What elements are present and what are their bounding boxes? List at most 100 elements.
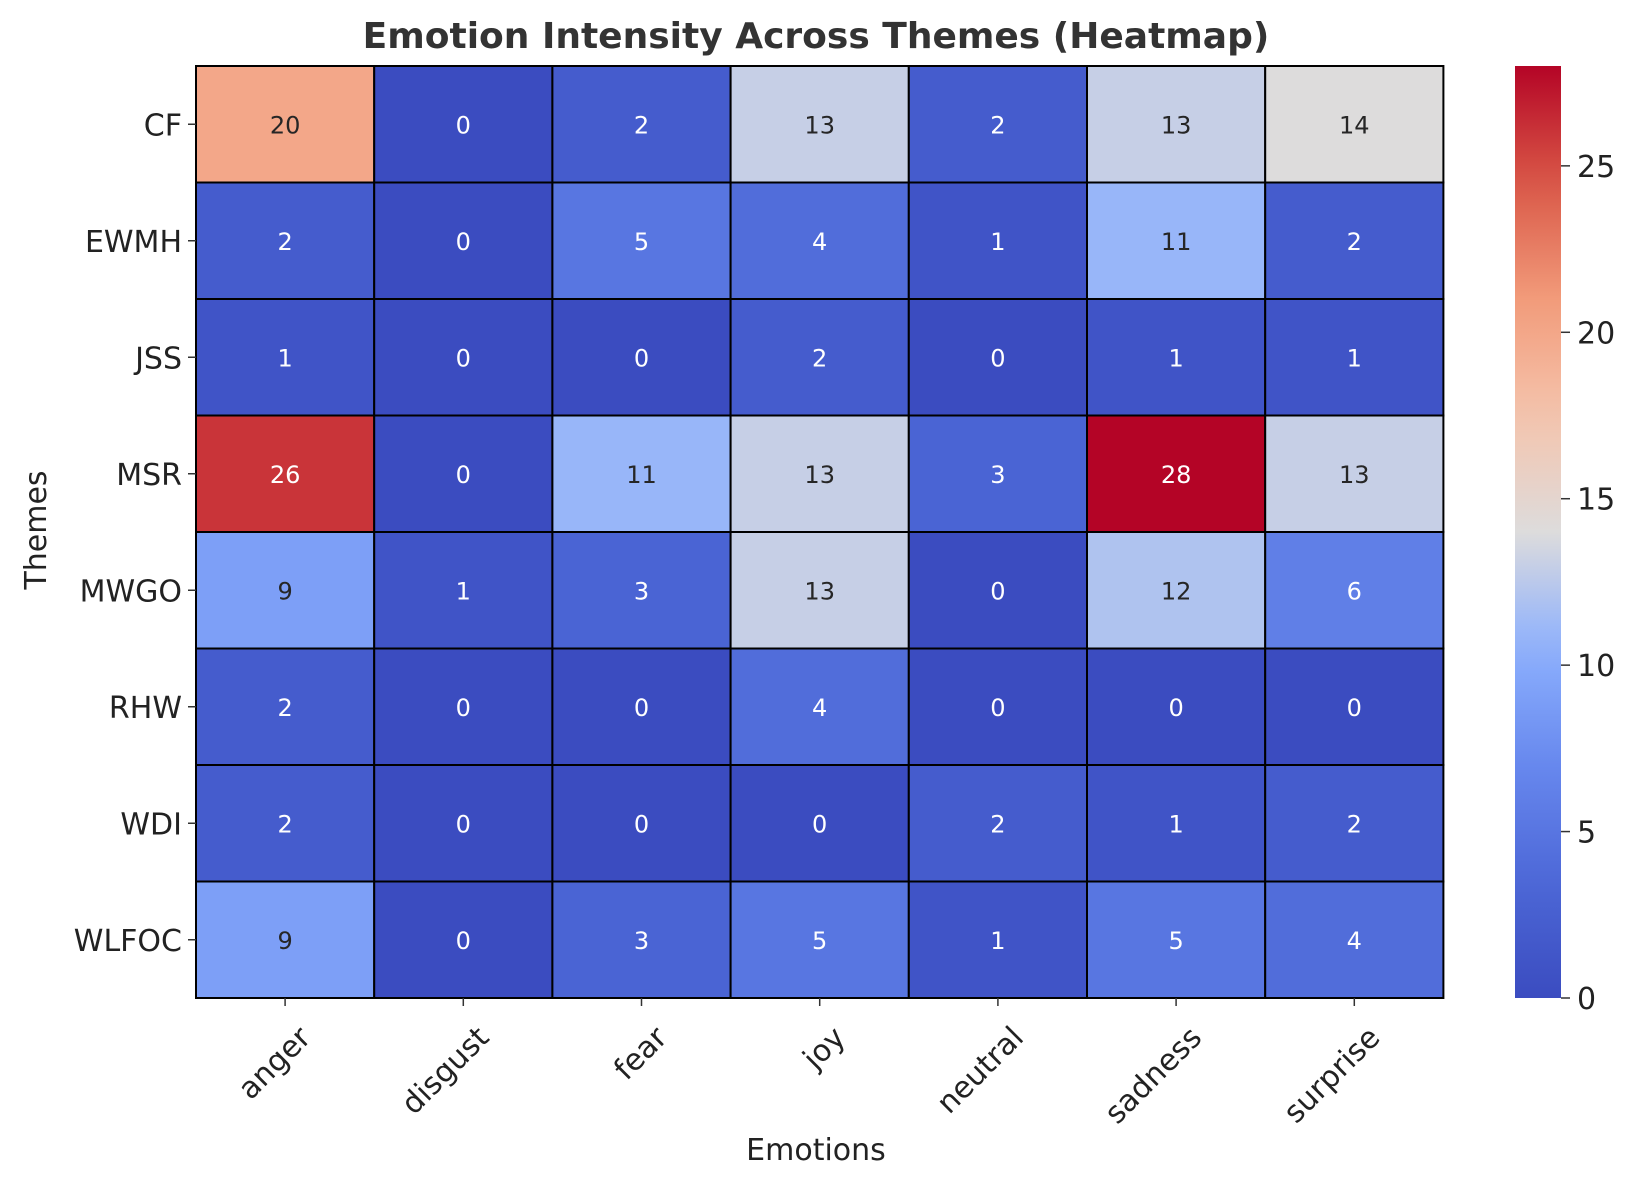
colorbar-tick-label: 0 bbox=[1577, 982, 1596, 1017]
heatmap-cell bbox=[195, 414, 376, 533]
cell-value-label: 3 bbox=[990, 461, 1005, 489]
heatmap-cell bbox=[551, 531, 732, 650]
heatmap-cell bbox=[373, 181, 554, 300]
colorbar-tick-label: 20 bbox=[1577, 316, 1615, 351]
heatmap-cell bbox=[551, 647, 732, 766]
cell-value-label: 13 bbox=[1339, 461, 1370, 489]
y-tick-label: JSS bbox=[133, 341, 182, 376]
heatmap-cell bbox=[729, 414, 910, 533]
heatmap-cell bbox=[1264, 181, 1445, 300]
cell-value-label: 0 bbox=[456, 927, 471, 955]
cell-value-label: 0 bbox=[990, 344, 1005, 372]
y-tick-label: MSR bbox=[116, 458, 182, 493]
colorbar-tick-label: 5 bbox=[1577, 816, 1596, 851]
cell-value-label: 1 bbox=[456, 577, 471, 605]
y-axis-ticks: CF EWMH JSS MSR MWGO RHW WDI WLFOC bbox=[74, 108, 196, 959]
heatmap-cell bbox=[373, 880, 554, 999]
cell-value-label: 4 bbox=[1347, 927, 1362, 955]
colorbar-gradient bbox=[1515, 66, 1561, 998]
heatmap-cell bbox=[1264, 414, 1445, 533]
heatmap-cell bbox=[729, 647, 910, 766]
y-tick-label: WLFOC bbox=[74, 924, 182, 959]
cell-value-label: 5 bbox=[634, 228, 649, 256]
heatmap-cell bbox=[551, 764, 732, 883]
heatmap-cell bbox=[373, 764, 554, 883]
cell-value-label: 2 bbox=[812, 344, 827, 372]
cell-value-label: 1 bbox=[990, 228, 1005, 256]
heatmap-cell bbox=[729, 764, 910, 883]
cell-value-label: 0 bbox=[456, 810, 471, 838]
heatmap-cell bbox=[195, 65, 376, 184]
heatmap-cell bbox=[907, 181, 1088, 300]
cell-value-label: 4 bbox=[812, 228, 827, 256]
cell-value-label: 3 bbox=[634, 577, 649, 605]
cell-value-label: 0 bbox=[634, 694, 649, 722]
heatmap-cell bbox=[195, 531, 376, 650]
cell-value-label: 0 bbox=[634, 810, 649, 838]
heatmap-cell bbox=[551, 414, 732, 533]
cell-value-label: 0 bbox=[990, 694, 1005, 722]
cell-value-label: 13 bbox=[804, 577, 835, 605]
heatmap-cell bbox=[551, 880, 732, 999]
heatmap-cell bbox=[729, 298, 910, 417]
cell-value-label: 0 bbox=[1347, 694, 1362, 722]
cell-value-label: 0 bbox=[990, 577, 1005, 605]
cell-value-label: 2 bbox=[1347, 228, 1362, 256]
colorbar: 0 5 10 15 20 25 bbox=[1515, 66, 1615, 1017]
colorbar-tick-label: 25 bbox=[1577, 150, 1615, 185]
heatmap-cell bbox=[1086, 298, 1267, 417]
heatmap-cell bbox=[1086, 181, 1267, 300]
cell-value-label: 14 bbox=[1339, 111, 1370, 139]
heatmap-cell bbox=[907, 414, 1088, 533]
cell-value-label: 0 bbox=[456, 228, 471, 256]
cell-value-label: 2 bbox=[990, 810, 1005, 838]
heatmap-cells: 20 0 2 13 2 13 142 0 5 4 1 11 21 0 0 2 0 1 126 0 11 13 3 28 139 1… bbox=[195, 65, 1445, 999]
cell-value-label: 3 bbox=[634, 927, 649, 955]
heatmap-cell bbox=[195, 298, 376, 417]
heatmap-cell bbox=[551, 298, 732, 417]
colorbar-tick-label: 15 bbox=[1577, 483, 1615, 518]
heatmap-cell bbox=[195, 764, 376, 883]
cell-value-label: 9 bbox=[277, 927, 292, 955]
cell-value-label: 11 bbox=[626, 461, 657, 489]
heatmap-cell bbox=[373, 298, 554, 417]
cell-value-label: 2 bbox=[277, 228, 292, 256]
cell-value-label: 28 bbox=[1161, 461, 1192, 489]
y-tick-label: RHW bbox=[109, 691, 182, 726]
cell-value-label: 1 bbox=[1168, 344, 1183, 372]
heatmap-cell bbox=[1086, 647, 1267, 766]
cell-value-label: 5 bbox=[812, 927, 827, 955]
cell-value-label: 0 bbox=[456, 344, 471, 372]
cell-value-label: 1 bbox=[277, 344, 292, 372]
heatmap-cell bbox=[551, 65, 732, 184]
heatmap-cell bbox=[907, 764, 1088, 883]
heatmap-cell bbox=[907, 880, 1088, 999]
cell-value-label: 5 bbox=[1168, 927, 1183, 955]
y-tick-label: CF bbox=[144, 108, 182, 143]
cell-value-label: 9 bbox=[277, 577, 292, 605]
y-tick-label: MWGO bbox=[80, 574, 182, 609]
cell-value-label: 6 bbox=[1347, 577, 1362, 605]
heatmap-cell bbox=[373, 65, 554, 184]
cell-value-label: 26 bbox=[270, 461, 301, 489]
cell-value-label: 1 bbox=[1168, 810, 1183, 838]
y-axis-label: Themes bbox=[19, 470, 54, 590]
heatmap-cell bbox=[551, 181, 732, 300]
cell-value-label: 2 bbox=[277, 810, 292, 838]
cell-value-label: 20 bbox=[270, 111, 301, 139]
cell-value-label: 0 bbox=[634, 344, 649, 372]
cell-value-label: 1 bbox=[1347, 344, 1362, 372]
cell-value-label: 0 bbox=[812, 810, 827, 838]
cell-value-label: 11 bbox=[1161, 228, 1192, 256]
heatmap-cell bbox=[195, 880, 376, 999]
heatmap-cell bbox=[1264, 880, 1445, 999]
heatmap-cell bbox=[1086, 880, 1267, 999]
heatmap-cell bbox=[907, 298, 1088, 417]
cell-value-label: 13 bbox=[1161, 111, 1192, 139]
y-tick-label: EWMH bbox=[85, 225, 182, 260]
heatmap-cell bbox=[1264, 531, 1445, 650]
cell-value-label: 2 bbox=[277, 694, 292, 722]
heatmap-cell bbox=[373, 531, 554, 650]
cell-value-label: 0 bbox=[456, 694, 471, 722]
